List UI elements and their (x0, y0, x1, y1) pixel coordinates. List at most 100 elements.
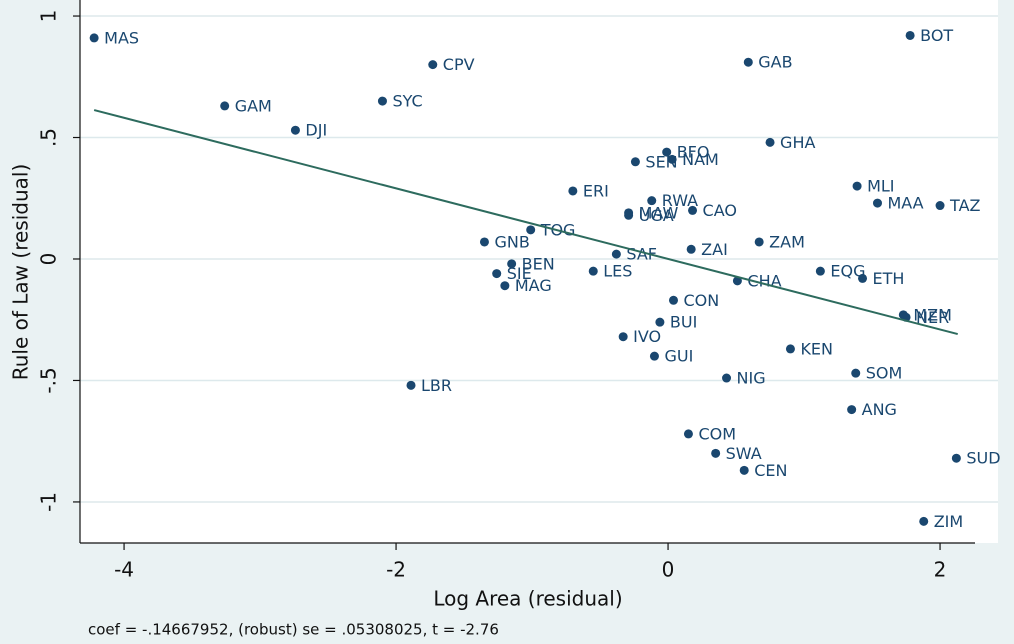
point-label: MAG (515, 276, 552, 295)
point (507, 259, 517, 269)
y-tick-label: 0 (37, 253, 61, 266)
point (526, 225, 536, 235)
point-label: BFO (677, 143, 710, 162)
point (919, 516, 929, 526)
point-label: EQG (830, 262, 865, 281)
y-tick-label: -.5 (37, 367, 61, 393)
y-tick-label: .5 (37, 128, 61, 147)
point-label: BEN (522, 254, 555, 273)
point-label: ANG (862, 400, 897, 419)
point (568, 186, 578, 196)
x-tick-label: 0 (662, 558, 675, 582)
point (872, 198, 882, 208)
point-label: SOM (866, 364, 903, 383)
point (377, 96, 387, 106)
point (479, 237, 489, 247)
point-label: KEN (800, 339, 833, 358)
point (683, 429, 693, 439)
point-label: ZAI (701, 240, 728, 259)
note: coef = -.14667952, (robust) se = .053080… (88, 621, 499, 639)
point-label: ETH (873, 269, 905, 288)
point (655, 317, 665, 327)
point (667, 154, 677, 164)
point (935, 201, 945, 211)
point (765, 137, 775, 147)
point-label: LES (603, 262, 632, 281)
point-label: IVO (633, 327, 661, 346)
point (630, 157, 640, 167)
point-label: TAZ (949, 196, 980, 215)
point (722, 373, 732, 383)
point-label: GHA (780, 133, 815, 152)
x-tick-label: -4 (114, 558, 134, 582)
point (732, 276, 742, 286)
point (290, 125, 300, 135)
point (785, 344, 795, 354)
point (588, 266, 598, 276)
point (647, 196, 657, 206)
point (649, 351, 659, 361)
x-tick-label: 2 (934, 558, 947, 582)
point-label: LBR (421, 376, 452, 395)
point-label: SWA (726, 444, 762, 463)
x-axis-title: Log Area (residual) (433, 587, 622, 611)
point-label: MAS (104, 28, 139, 47)
point (688, 205, 698, 215)
point (852, 181, 862, 191)
point-label: SIE (507, 264, 532, 283)
point-label: ERI (583, 181, 609, 200)
point (951, 453, 961, 463)
point (754, 237, 764, 247)
point-label: BUI (670, 313, 697, 332)
point-label: CAO (703, 201, 737, 220)
point (618, 332, 628, 342)
point-label: SYC (392, 92, 422, 111)
point-label: CEN (754, 461, 787, 480)
point (668, 295, 678, 305)
point-label: MLI (867, 177, 894, 196)
point-label: MAW (639, 203, 679, 222)
point (220, 101, 230, 111)
point-label: MAA (887, 194, 923, 213)
point (662, 147, 672, 157)
point (624, 210, 634, 220)
point (611, 249, 621, 259)
point-label: RWA (662, 191, 698, 210)
point (743, 57, 753, 67)
point-label: MZM (913, 305, 952, 324)
point-label: GAM (235, 96, 272, 115)
point-label: GUI (664, 347, 693, 366)
point (851, 368, 861, 378)
point (406, 380, 416, 390)
point (500, 281, 510, 291)
point-label: SUD (966, 449, 1000, 468)
point (428, 60, 438, 70)
point (89, 33, 99, 43)
point-label: ZAM (769, 232, 805, 251)
point (686, 244, 696, 254)
point-label: NIG (737, 369, 766, 388)
point-label: NAM (682, 150, 719, 169)
point-label: ZIM (934, 512, 963, 531)
point-label: CON (683, 291, 719, 310)
point (858, 273, 868, 283)
point-label: CPV (443, 55, 475, 74)
y-tick-label: 1 (37, 10, 61, 23)
plot-area (80, 0, 998, 543)
point-label: GNB (494, 232, 529, 251)
point (739, 465, 749, 475)
point-label: NER (916, 308, 949, 327)
point (711, 448, 721, 458)
point-label: DJI (305, 121, 327, 140)
point-label: GAB (758, 53, 792, 72)
point (905, 30, 915, 40)
point (847, 405, 857, 415)
point (815, 266, 825, 276)
point-label: BOT (920, 26, 953, 45)
point (492, 269, 502, 279)
y-axis-title: Rule of Law (residual) (9, 164, 33, 381)
x-tick-label: -2 (386, 558, 406, 582)
y-tick-label: -1 (37, 492, 61, 512)
point-label: COM (698, 424, 736, 443)
